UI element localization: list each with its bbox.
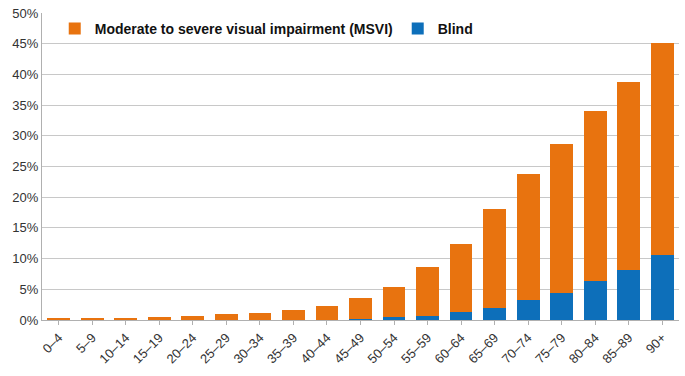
svg-text:25%: 25% bbox=[12, 159, 38, 174]
svg-text:5%: 5% bbox=[20, 282, 39, 297]
svg-text:30%: 30% bbox=[12, 128, 38, 143]
svg-text:90+: 90+ bbox=[643, 330, 669, 356]
svg-text:Moderate to severe visual impa: Moderate to severe visual impairment (MS… bbox=[95, 21, 393, 37]
svg-text:75–79: 75–79 bbox=[532, 330, 568, 366]
svg-text:40–44: 40–44 bbox=[298, 330, 334, 366]
svg-text:0%: 0% bbox=[20, 313, 39, 328]
svg-text:20%: 20% bbox=[12, 190, 38, 205]
svg-text:15%: 15% bbox=[12, 220, 38, 235]
svg-text:15–19: 15–19 bbox=[130, 330, 166, 366]
svg-text:80–84: 80–84 bbox=[566, 330, 602, 366]
svg-text:10%: 10% bbox=[12, 251, 38, 266]
svg-text:45–49: 45–49 bbox=[331, 330, 367, 366]
svg-text:0–4: 0–4 bbox=[40, 330, 66, 356]
svg-text:30–34: 30–34 bbox=[230, 330, 266, 366]
svg-text:50%: 50% bbox=[12, 6, 38, 21]
svg-text:25–29: 25–29 bbox=[197, 330, 233, 366]
svg-text:Blind: Blind bbox=[438, 21, 473, 37]
svg-text:50–54: 50–54 bbox=[365, 330, 401, 366]
svg-text:5–9: 5–9 bbox=[73, 330, 99, 356]
svg-text:45%: 45% bbox=[12, 36, 38, 51]
svg-text:70–74: 70–74 bbox=[499, 330, 535, 366]
svg-text:60–64: 60–64 bbox=[432, 330, 468, 366]
svg-text:65–69: 65–69 bbox=[465, 330, 501, 366]
svg-text:35%: 35% bbox=[12, 98, 38, 113]
svg-text:35–39: 35–39 bbox=[264, 330, 300, 366]
svg-text:10–14: 10–14 bbox=[96, 330, 132, 366]
svg-text:55–59: 55–59 bbox=[398, 330, 434, 366]
svg-text:20–24: 20–24 bbox=[163, 330, 199, 366]
svg-text:40%: 40% bbox=[12, 67, 38, 82]
svg-text:85–89: 85–89 bbox=[599, 330, 635, 366]
